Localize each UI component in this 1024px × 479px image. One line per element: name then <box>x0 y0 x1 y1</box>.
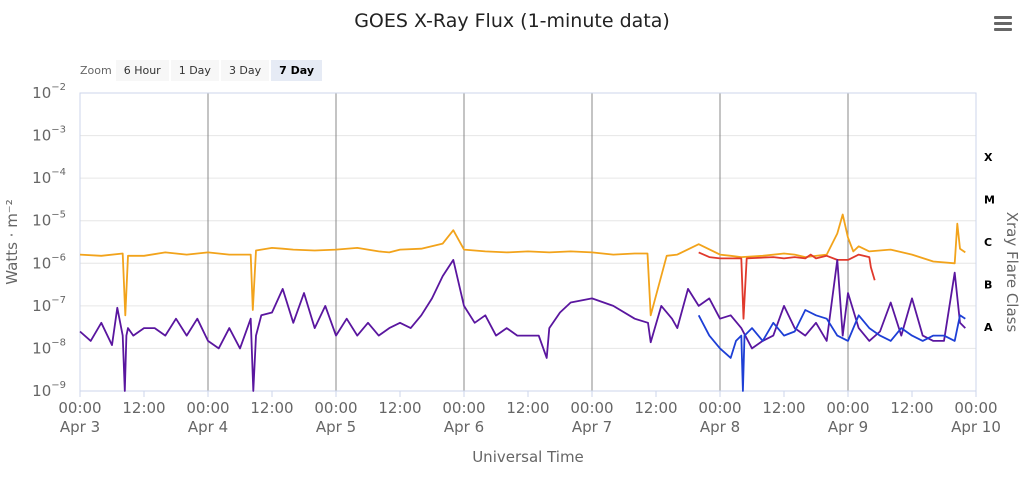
right-axis-title: Xray Flare Class <box>1003 212 1021 333</box>
x-axis-title: Universal Time <box>472 448 584 466</box>
flare-class-label: X <box>984 151 993 164</box>
x-tick-time-label: 00:00 <box>826 399 869 417</box>
series-line-2 <box>79 258 966 392</box>
y-tick-label: 10−4 <box>32 167 66 187</box>
x-tick-date-label: Apr 9 <box>828 418 868 436</box>
x-tick-date-label: Apr 4 <box>188 418 228 436</box>
zoom-controls: Zoom 6 Hour 1 Day 3 Day 7 Day <box>80 60 324 81</box>
series-line-1 <box>698 251 876 320</box>
y-axis-title: Watts · m⁻² <box>3 199 21 285</box>
y-tick-label: 10−2 <box>32 82 66 102</box>
y-tick-label: 10−9 <box>32 380 66 400</box>
x-tick-date-label: Apr 6 <box>444 418 484 436</box>
y-tick-label: 10−3 <box>32 125 66 145</box>
x-tick-date-label: Apr 7 <box>572 418 612 436</box>
x-tick-time-label: 12:00 <box>506 399 549 417</box>
series-line-0 <box>79 213 966 317</box>
flare-class-label: C <box>984 236 992 249</box>
x-tick-time-label: 00:00 <box>698 399 741 417</box>
x-tick-time-label: 00:00 <box>570 399 613 417</box>
series-line-3 <box>697 309 966 392</box>
x-tick-time-label: 00:00 <box>954 399 997 417</box>
flare-class-label: B <box>984 279 992 292</box>
zoom-1-day-button[interactable]: 1 Day <box>170 60 219 81</box>
zoom-6-hour-button[interactable]: 6 Hour <box>115 60 169 81</box>
x-tick-date-label: Apr 3 <box>60 418 100 436</box>
y-tick-label: 10−8 <box>32 337 66 357</box>
x-tick-time-label: 12:00 <box>122 399 165 417</box>
x-tick-time-label: 12:00 <box>762 399 805 417</box>
x-tick-time-label: 12:00 <box>890 399 933 417</box>
x-tick-time-label: 12:00 <box>250 399 293 417</box>
x-tick-date-label: Apr 10 <box>951 418 1001 436</box>
y-tick-label: 10−7 <box>32 295 66 315</box>
x-tick-date-label: Apr 5 <box>316 418 356 436</box>
day-lines <box>207 93 849 391</box>
zoom-7-day-button[interactable]: 7 Day <box>271 60 323 81</box>
flare-class-labels: X M C B A <box>984 151 995 334</box>
x-tick-time-label: 00:00 <box>58 399 101 417</box>
flare-class-label: M <box>984 193 995 206</box>
chart-title: GOES X-Ray Flux (1-minute data) <box>354 10 670 32</box>
flare-class-label: A <box>984 321 993 334</box>
y-tick-label: 10−6 <box>32 252 66 272</box>
y-axis-ticks: 10−9 10−8 10−7 10−6 10−5 10−4 10−3 10−2 <box>32 82 66 400</box>
x-tick-time-label: 00:00 <box>186 399 229 417</box>
x-tick-time-label: 12:00 <box>634 399 677 417</box>
x-tick-date-label: Apr 8 <box>700 418 740 436</box>
zoom-3-day-button[interactable]: 3 Day <box>220 60 270 81</box>
zoom-label: Zoom <box>80 64 112 77</box>
x-tick-time-label: 12:00 <box>378 399 421 417</box>
x-tick-time-label: 00:00 <box>314 399 357 417</box>
series-group <box>79 213 966 392</box>
y-tick-label: 10−5 <box>32 210 66 230</box>
x-tick-time-label: 00:00 <box>442 399 485 417</box>
hamburger-menu-icon[interactable] <box>992 14 1014 34</box>
